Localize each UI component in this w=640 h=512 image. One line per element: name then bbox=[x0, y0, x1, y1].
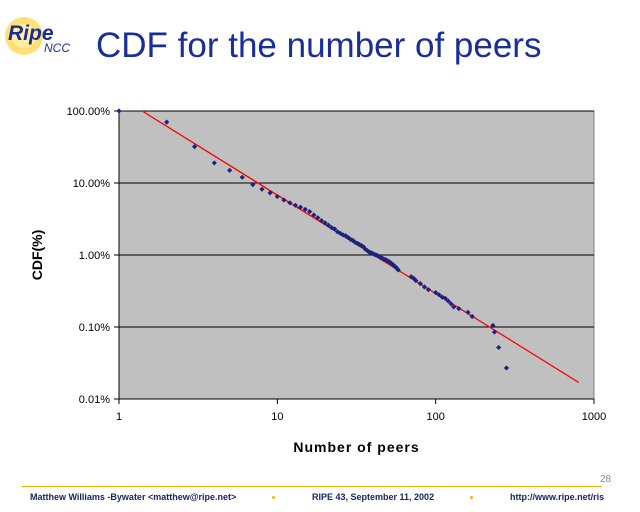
data-point bbox=[250, 182, 256, 188]
data-point bbox=[408, 274, 414, 280]
footer-separator-dot bbox=[470, 496, 473, 499]
data-point bbox=[350, 237, 356, 243]
data-point bbox=[307, 209, 313, 215]
data-point bbox=[439, 294, 445, 300]
data-point bbox=[292, 202, 298, 208]
data-point bbox=[267, 190, 273, 196]
x-tick-label: 10 bbox=[271, 411, 283, 423]
data-point bbox=[354, 240, 360, 246]
data-point bbox=[364, 248, 370, 254]
y-tick-label: 1.00% bbox=[79, 250, 110, 262]
data-point bbox=[332, 226, 338, 232]
data-point bbox=[116, 108, 122, 114]
data-point bbox=[436, 292, 442, 298]
ripe-ncc-logo: Ripe NCC bbox=[5, 17, 70, 55]
data-point bbox=[395, 267, 401, 273]
data-point bbox=[328, 225, 335, 231]
data-point bbox=[297, 204, 304, 210]
data-point bbox=[302, 206, 308, 212]
x-tick-label: 100 bbox=[426, 411, 444, 423]
data-point bbox=[445, 298, 451, 304]
y-tick-label: 0.10% bbox=[79, 322, 110, 334]
data-point bbox=[211, 160, 217, 166]
data-point bbox=[393, 264, 399, 270]
data-point bbox=[164, 119, 170, 125]
data-point bbox=[340, 232, 346, 238]
data-point bbox=[465, 309, 471, 315]
x-tick-label: 1 bbox=[116, 411, 122, 423]
data-point bbox=[413, 278, 419, 284]
data-point bbox=[425, 287, 432, 293]
data-point bbox=[239, 174, 245, 180]
data-point bbox=[362, 246, 369, 252]
data-point bbox=[274, 193, 280, 200]
data-point bbox=[456, 306, 462, 312]
y-tick-label: 0.01% bbox=[79, 394, 110, 406]
data-point bbox=[227, 167, 233, 173]
data-point bbox=[491, 329, 498, 335]
data-point bbox=[191, 144, 198, 150]
data-point bbox=[322, 220, 328, 226]
data-point bbox=[356, 241, 363, 248]
data-point bbox=[496, 344, 502, 351]
y-axis-label: CDF(%) bbox=[29, 230, 45, 281]
tick-labels: 1 10 100 1000 0.01% 0.10% 1.00% 10.00% 100.00% bbox=[67, 106, 607, 423]
data-point bbox=[448, 301, 454, 307]
data-point bbox=[370, 250, 376, 257]
footer-author: Matthew Williams -Bywater <matthew@ripe.… bbox=[30, 492, 237, 502]
slide-title: CDF for the number of peers bbox=[96, 26, 542, 65]
data-point bbox=[503, 365, 510, 371]
data-point bbox=[368, 249, 374, 256]
data-point bbox=[417, 281, 423, 287]
data-point bbox=[442, 295, 448, 301]
data-point bbox=[347, 236, 354, 242]
data-point bbox=[311, 212, 317, 218]
data-point bbox=[360, 244, 367, 250]
data-point bbox=[490, 322, 496, 329]
y-tick-label: 10.00% bbox=[73, 178, 111, 190]
footer-separator-dot bbox=[272, 496, 275, 499]
data-point bbox=[433, 290, 439, 296]
data-point bbox=[259, 186, 265, 192]
x-axis-label: Number of peers bbox=[293, 439, 419, 455]
y-tick-label: 100.00% bbox=[67, 106, 111, 118]
data-point bbox=[281, 197, 287, 203]
footer-event: RIPE 43, September 11, 2002 bbox=[312, 492, 435, 502]
data-points bbox=[116, 108, 510, 371]
logo-subtext: NCC bbox=[44, 41, 70, 55]
cdf-chart: 1 10 100 1000 0.01% 0.10% 1.00% 10.00% 100.00% N… bbox=[29, 106, 607, 455]
axes bbox=[114, 110, 595, 404]
slide-number: 28 bbox=[600, 474, 612, 485]
data-point bbox=[469, 313, 475, 320]
data-point bbox=[287, 200, 293, 206]
footer-rule bbox=[22, 486, 602, 487]
logo-text: Ripe bbox=[8, 22, 54, 45]
data-point bbox=[358, 243, 365, 249]
data-point bbox=[421, 284, 428, 290]
data-point bbox=[451, 304, 457, 310]
data-point bbox=[394, 265, 400, 272]
data-point bbox=[325, 222, 331, 228]
data-point bbox=[315, 215, 321, 221]
footer-url: http://www.ripe.net/ris bbox=[510, 492, 605, 502]
data-point bbox=[318, 218, 325, 224]
x-tick-label: 1000 bbox=[582, 411, 606, 423]
logo-sun bbox=[12, 24, 36, 48]
data-point bbox=[343, 233, 349, 239]
